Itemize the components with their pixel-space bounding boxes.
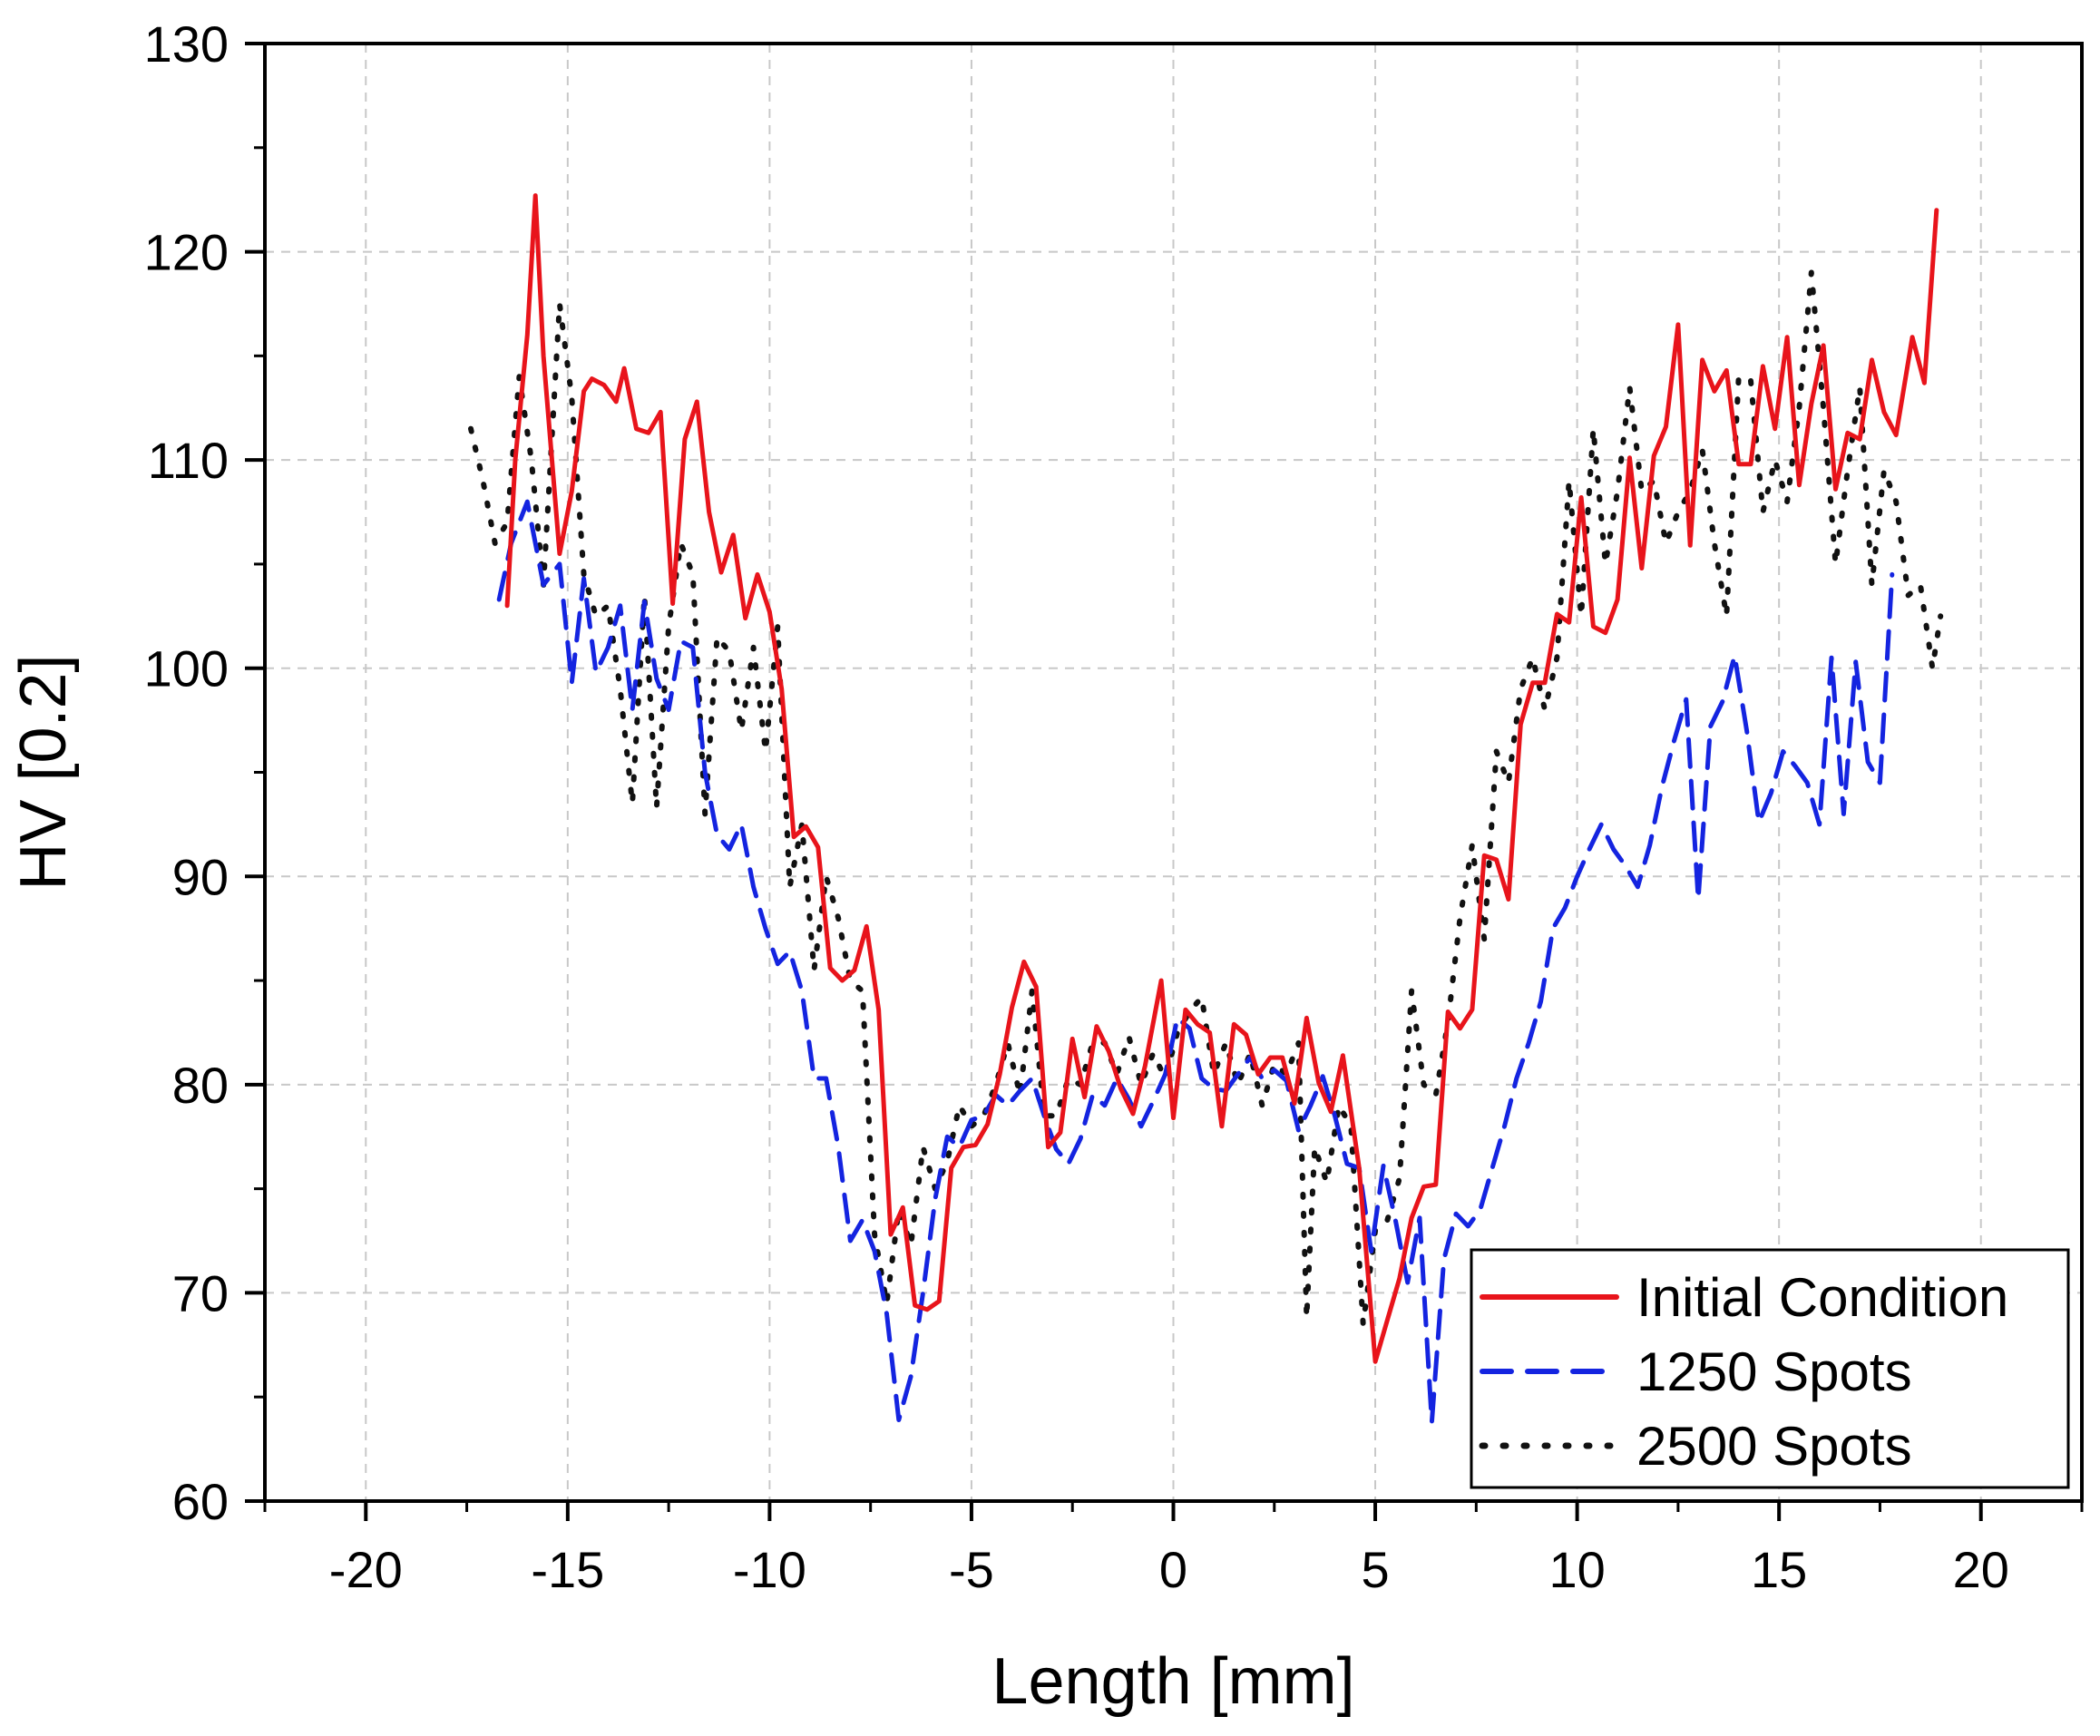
tick-labels: -20 -15 -10 -5 0 5 10 15 20 60 70 80 90 100 110 120 130	[144, 15, 2009, 1598]
legend-label: 2500 Spots	[1636, 1416, 1912, 1477]
legend: Initial Condition 1250 Spots 2500 Spots	[1470, 1248, 2070, 1489]
x-tick-label: 20	[1953, 1541, 2009, 1598]
legend-label: 1250 Spots	[1636, 1341, 1912, 1402]
x-tick-label: -5	[949, 1541, 994, 1598]
y-tick-label: 130	[144, 15, 229, 73]
y-tick-label: 100	[144, 640, 229, 697]
x-tick-label: 15	[1751, 1541, 1807, 1598]
y-axis-title: HV [0.2]	[7, 654, 80, 890]
x-tick-label: 5	[1361, 1541, 1389, 1598]
y-tick-label: 90	[172, 848, 229, 905]
series-line	[468, 269, 1944, 1327]
y-tick-label: 110	[148, 432, 229, 489]
legend-box	[1470, 1248, 2070, 1489]
legend-label: Initial Condition	[1636, 1267, 2008, 1328]
y-tick-label: 70	[172, 1264, 229, 1322]
series-2500-spots	[468, 269, 1944, 1327]
series-initial-condition	[504, 193, 1939, 1364]
series-layer	[468, 193, 1944, 1425]
x-tick-label: 10	[1548, 1541, 1605, 1598]
x-tick-label: -15	[531, 1541, 604, 1598]
x-tick-label: 0	[1159, 1541, 1187, 1598]
x-tick-label: -10	[733, 1541, 806, 1598]
y-tick-label: 80	[172, 1057, 229, 1114]
x-axis-title: Length [mm]	[991, 1645, 1354, 1718]
y-tick-label: 120	[144, 224, 229, 281]
series-1250-spots	[496, 499, 1895, 1425]
y-tick-label: 60	[172, 1473, 229, 1530]
axis-ticks	[245, 42, 2084, 1521]
series-line	[496, 499, 1895, 1425]
x-tick-label: -20	[329, 1541, 403, 1598]
series-line	[504, 193, 1939, 1364]
